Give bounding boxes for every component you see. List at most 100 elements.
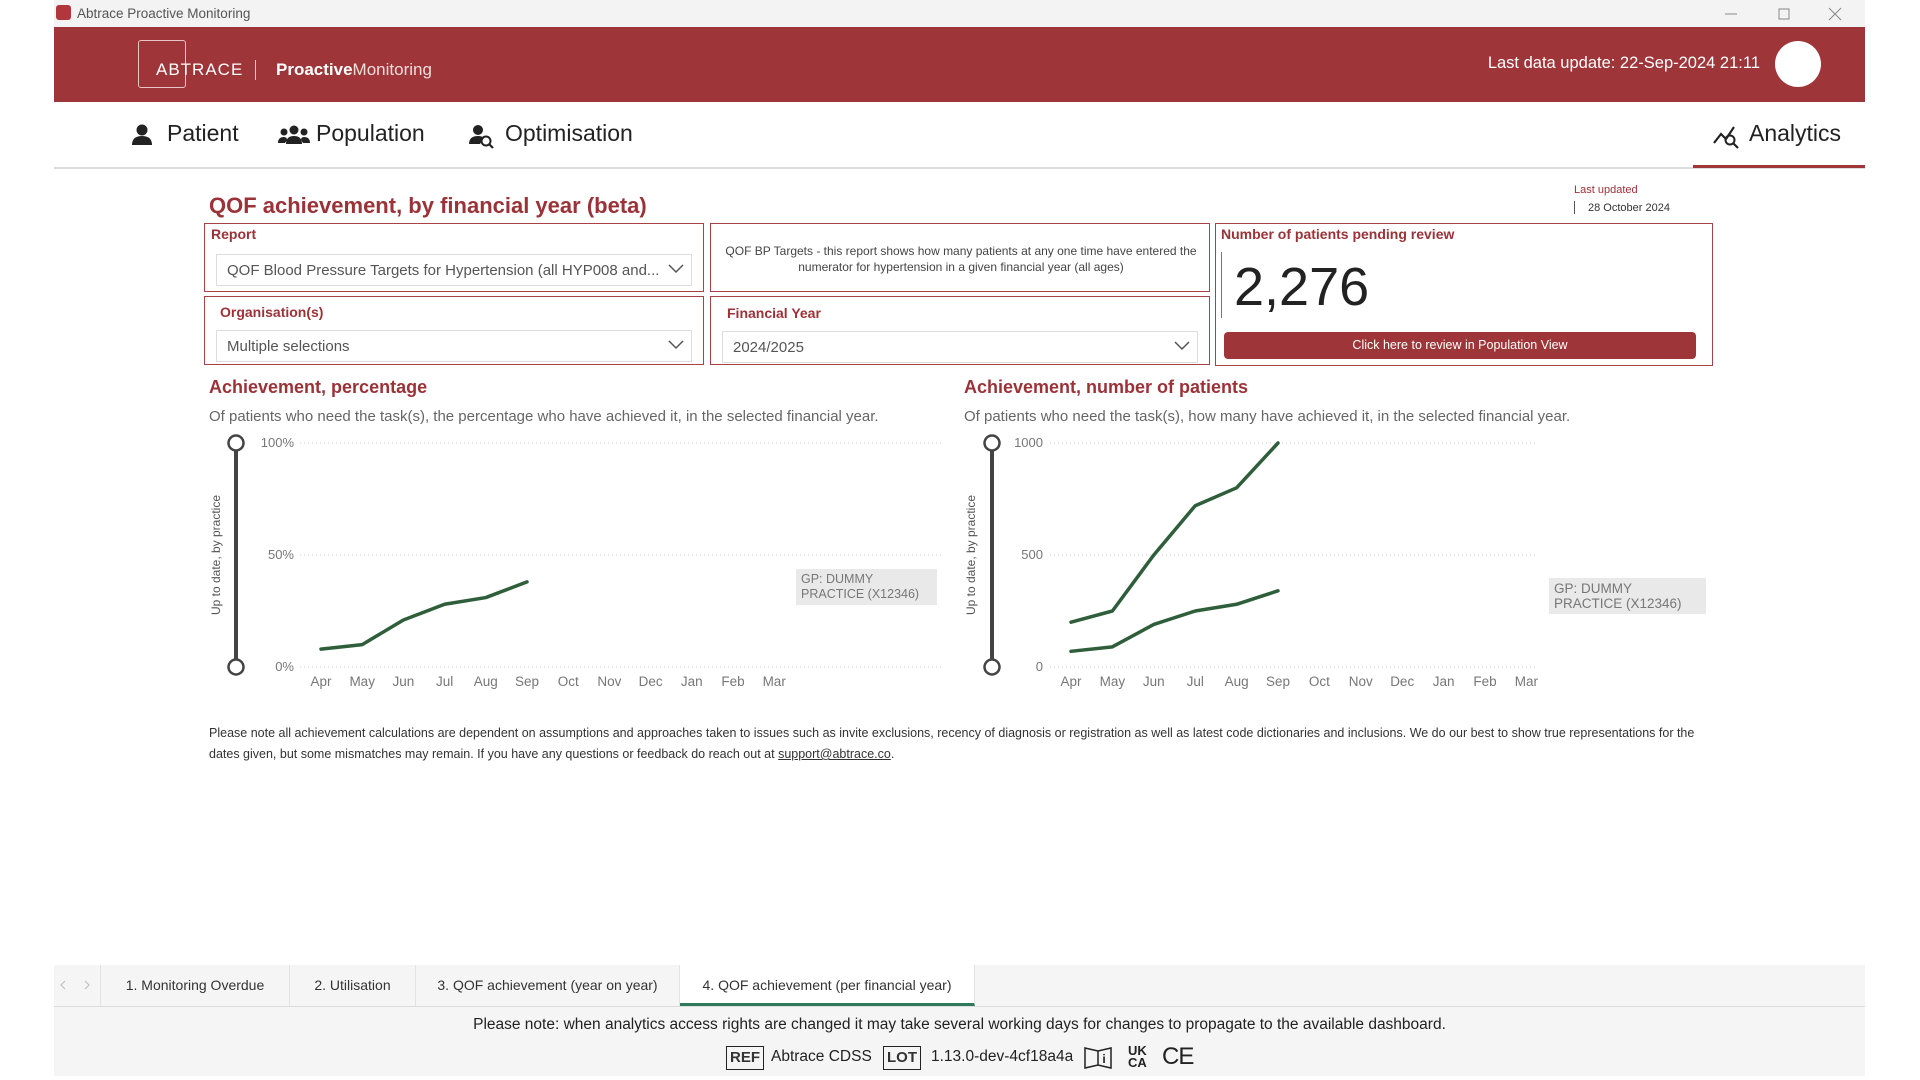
data-line bbox=[1069, 441, 1280, 624]
org-value: Multiple selections bbox=[227, 338, 350, 355]
header-bar bbox=[54, 27, 1865, 102]
x-tick-label: May bbox=[1100, 674, 1126, 689]
x-tick-label: Mar bbox=[1515, 674, 1539, 689]
nav-item[interactable]: Patient bbox=[167, 120, 239, 146]
brand-separator bbox=[255, 60, 256, 80]
nav-item-active[interactable]: Analytics bbox=[1749, 120, 1842, 146]
optimisation-icon bbox=[469, 125, 494, 149]
x-tick-label: Mar bbox=[763, 674, 787, 689]
ukca-bottom: CA bbox=[1128, 1055, 1147, 1070]
x-tick-label: Jun bbox=[393, 674, 415, 689]
fy-select[interactable]: 2024/2025 bbox=[722, 331, 1198, 363]
window-title: Abtrace Proactive Monitoring bbox=[77, 6, 251, 21]
nav-active-underline bbox=[1693, 165, 1865, 168]
review-button[interactable]: Click here to review in Population View bbox=[1224, 332, 1696, 359]
product-bold: Proactive bbox=[276, 60, 353, 79]
last-updated-tick bbox=[1574, 201, 1575, 214]
footer bbox=[54, 1007, 1865, 1076]
fy-value: 2024/2025 bbox=[733, 339, 804, 356]
charts: Up to date, by practice 0% 50% 100% Apr May Ju… bbox=[209, 434, 1539, 689]
pending-label: Number of patients pending review bbox=[1221, 226, 1455, 242]
range-slider-handle bbox=[983, 434, 1001, 452]
tab-scroll-arrows[interactable] bbox=[58, 978, 98, 992]
x-tick-label: Apr bbox=[1060, 674, 1082, 689]
y-axis-label: Up to date, by practice bbox=[964, 495, 978, 615]
x-tick-label: Jan bbox=[1433, 674, 1455, 689]
population-icon bbox=[278, 125, 310, 144]
analytics-icon bbox=[1713, 126, 1739, 149]
y-tick-label: 50% bbox=[268, 547, 294, 562]
y-tick-label: 1000 bbox=[1014, 435, 1043, 450]
ifu-icon: i bbox=[1084, 1047, 1112, 1069]
page-tab[interactable]: 1. Monitoring Overdue bbox=[100, 965, 290, 1006]
x-tick-label: Nov bbox=[1349, 674, 1373, 689]
x-tick-label: Jul bbox=[1187, 674, 1204, 689]
org-select[interactable]: Multiple selections bbox=[216, 330, 692, 362]
y-tick-label: 0 bbox=[1036, 659, 1043, 674]
user-avatar[interactable] bbox=[1775, 41, 1821, 87]
product-light: Monitoring bbox=[352, 60, 432, 79]
ref-symbol: REF bbox=[726, 1046, 764, 1070]
x-tick-label: Dec bbox=[1390, 674, 1414, 689]
range-slider-handle bbox=[227, 434, 245, 452]
ukca-top: UK bbox=[1128, 1043, 1147, 1058]
range-slider-handle bbox=[227, 658, 245, 676]
x-tick-label: Oct bbox=[1309, 674, 1330, 689]
version: 1.13.0-dev-4cf18a4a bbox=[931, 1048, 1074, 1065]
ce-mark: CE bbox=[1162, 1043, 1194, 1070]
y-tick-label: 100% bbox=[261, 435, 295, 450]
report-value: QOF Blood Pressure Targets for Hypertens… bbox=[227, 262, 660, 279]
x-tick-label: Jan bbox=[681, 674, 703, 689]
x-tick-label: Sep bbox=[1266, 674, 1290, 689]
chart-subtitle: Of patients who need the task(s), how ma… bbox=[964, 408, 1571, 425]
report-select[interactable]: QOF Blood Pressure Targets for Hypertens… bbox=[216, 254, 692, 286]
disclaimer-end: . bbox=[890, 747, 895, 761]
fy-box bbox=[710, 296, 1210, 365]
nav-divider bbox=[54, 167, 1865, 169]
data-line bbox=[319, 580, 529, 651]
chart-title: Achievement, percentage bbox=[209, 377, 428, 397]
last-updated-date: 28 October 2024 bbox=[1588, 202, 1670, 214]
patient-icon bbox=[132, 124, 152, 145]
y-tick-label: 500 bbox=[1021, 547, 1043, 562]
window-controls[interactable] bbox=[1715, 4, 1865, 24]
page-tab[interactable]: 2. Utilisation bbox=[290, 965, 416, 1006]
title-bar bbox=[54, 0, 1865, 27]
support-link[interactable]: support@abtrace.co bbox=[778, 747, 891, 761]
ukca-mark: UK CA bbox=[1128, 1043, 1147, 1070]
disclaimer-text: Please note all achievement calculations… bbox=[209, 726, 1695, 761]
page-tab-active[interactable]: 4. QOF achievement (per financial year) bbox=[680, 965, 975, 1006]
org-label: Organisation(s) bbox=[220, 304, 324, 320]
x-tick-label: Jun bbox=[1143, 674, 1165, 689]
last-data-update: Last data update: 22-Sep-2024 21:11 bbox=[1487, 54, 1760, 72]
app-icon bbox=[56, 5, 71, 20]
svg-text:i: i bbox=[1102, 1052, 1105, 1066]
footer-notice: Please note: when analytics access right… bbox=[473, 1016, 1446, 1033]
series-label: GP: DUMMY PRACTICE (X12346) bbox=[1549, 578, 1706, 614]
page-title: QOF achievement, by financial year (beta… bbox=[209, 193, 647, 218]
x-tick-label: Apr bbox=[310, 674, 332, 689]
description-box bbox=[710, 223, 1210, 292]
chart-group: Up to date, by practice 0% 50% 100% Apr May Ju… bbox=[209, 434, 1539, 689]
x-tick-label: Aug bbox=[474, 674, 498, 689]
last-updated-label: Last updated bbox=[1574, 184, 1638, 196]
dropdown-chevron bbox=[1174, 341, 1190, 351]
pending-count: 2,276 bbox=[1234, 257, 1370, 317]
page-tab[interactable]: 3. QOF achievement (year on year) bbox=[416, 965, 680, 1006]
brand: ABTRACE bbox=[156, 60, 244, 79]
x-tick-label: Oct bbox=[558, 674, 579, 689]
x-tick-label: Nov bbox=[597, 674, 621, 689]
product-name: ProactiveMonitoring bbox=[276, 60, 432, 80]
chart-subtitle: Of patients who need the task(s), the pe… bbox=[209, 408, 879, 425]
nav-item[interactable]: Optimisation bbox=[505, 120, 633, 146]
y-axis-label: Up to date, by practice bbox=[209, 495, 223, 615]
x-tick-label: Feb bbox=[721, 674, 744, 689]
report-box bbox=[204, 223, 704, 292]
disclaimer: Please note all achievement calculations… bbox=[209, 723, 1709, 765]
logo-frame bbox=[138, 40, 186, 88]
nav-item[interactable]: Population bbox=[316, 120, 425, 146]
product-label: Abtrace CDSS bbox=[771, 1048, 872, 1065]
series-label: GP: DUMMY PRACTICE (X12346) bbox=[796, 569, 937, 605]
report-label: Report bbox=[211, 226, 257, 242]
